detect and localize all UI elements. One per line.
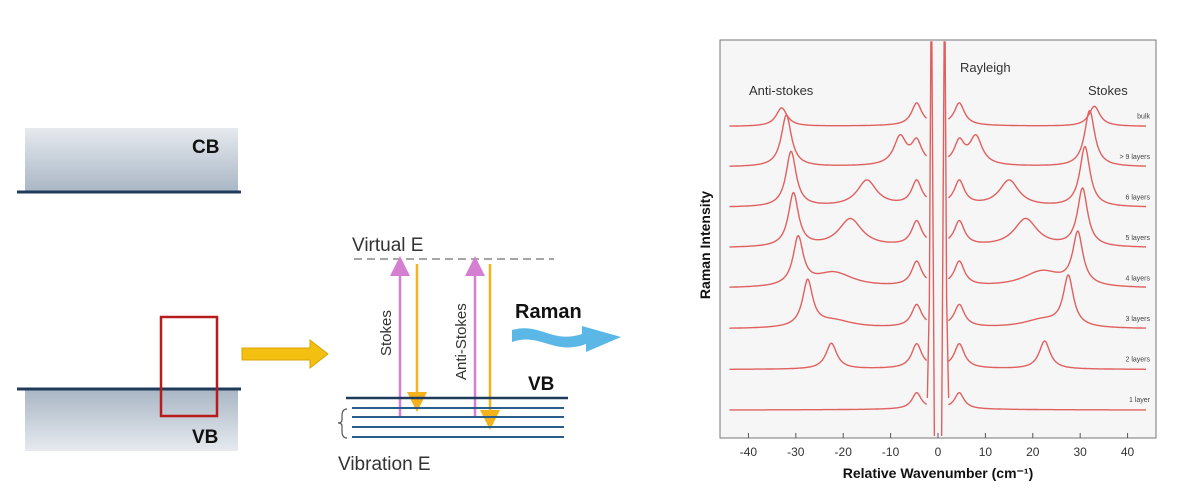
- vibration-brace: [337, 408, 348, 439]
- cb-label: CB: [192, 137, 219, 158]
- chart-xlabel: Relative Wavenumber (cm⁻¹): [843, 465, 1033, 481]
- conduction-band-fill: [25, 128, 238, 192]
- chart-ylabel: Raman Intensity: [697, 191, 713, 299]
- valence-band-fill: [25, 389, 238, 451]
- spectrum-line: [729, 102, 1146, 127]
- spectrum-line: [729, 230, 1146, 288]
- x-tick-label: 10: [979, 445, 993, 459]
- stokes-label: Stokes: [378, 310, 395, 356]
- anti-stokes-label: Anti-Stokes: [453, 303, 470, 380]
- series-label: 4 layers: [1125, 276, 1150, 283]
- x-tick-label: -30: [787, 445, 805, 459]
- x-tick-label: 30: [1073, 445, 1087, 459]
- spectrum-line: [729, 145, 1146, 208]
- x-ticks-group: -40 -30 -20 -10 0 10 20 30 40: [740, 433, 1135, 459]
- rayleigh-peak: [940, 41, 950, 437]
- spectrum-line: [729, 187, 1146, 248]
- spectra-group: 1 layer 2 layers 3 layers 4 layers 5 layers 6…: [729, 41, 1151, 437]
- zoom-arrow-shape: [241, 338, 329, 370]
- x-tick-label: -20: [835, 445, 853, 459]
- spectrum-line: [729, 109, 1146, 167]
- annotation-anti-stokes: Anti-stokes: [749, 83, 814, 98]
- rayleigh-peak: [926, 41, 936, 437]
- spectrum-line: [729, 274, 1146, 329]
- vibration-energy-label: Vibration E: [338, 454, 431, 475]
- series-label: 1 layer: [1129, 397, 1151, 404]
- spectrum-line: [729, 340, 1146, 370]
- series-label: 5 layers: [1125, 235, 1150, 242]
- x-tick-label: 0: [935, 445, 942, 459]
- x-tick-label: -40: [740, 445, 758, 459]
- x-tick-label: -10: [882, 445, 900, 459]
- energy-diagram: Virtual E Stokes Anti-Stokes VB Vibratio…: [337, 235, 621, 475]
- plot-area: [719, 39, 1157, 439]
- raman-wave-arrow: [512, 326, 621, 352]
- series-label: bulk: [1137, 114, 1150, 121]
- vb-level-label: VB: [528, 374, 554, 395]
- series-label: 6 layers: [1125, 195, 1150, 202]
- raman-spectra-chart: Raman Intensity 1 layer 2 layers 3 layers 4…: [697, 39, 1157, 481]
- series-label: 2 layers: [1125, 357, 1150, 364]
- annotation-rayleigh: Rayleigh: [960, 60, 1011, 75]
- series-label: 3 layers: [1125, 316, 1150, 323]
- highlight-box: [159, 315, 219, 418]
- band-diagram: CB VB: [17, 128, 241, 451]
- virtual-energy-label: Virtual E: [352, 235, 423, 256]
- series-label: > 9 layers: [1119, 154, 1150, 161]
- vb-label: VB: [192, 427, 218, 448]
- raman-label: Raman: [515, 301, 582, 323]
- x-tick-label: 20: [1026, 445, 1040, 459]
- spectrum-line: [729, 391, 1146, 411]
- zoom-arrow: [241, 338, 329, 370]
- annotation-stokes: Stokes: [1088, 83, 1128, 98]
- x-tick-label: 40: [1121, 445, 1135, 459]
